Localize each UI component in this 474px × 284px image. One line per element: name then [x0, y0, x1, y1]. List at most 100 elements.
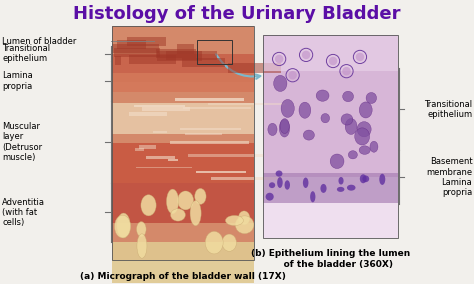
Bar: [188, 154, 264, 157]
Ellipse shape: [360, 174, 366, 183]
Ellipse shape: [337, 187, 345, 192]
Bar: [263, 35, 398, 238]
Ellipse shape: [166, 189, 179, 214]
Ellipse shape: [137, 234, 147, 258]
Bar: [263, 35, 398, 238]
Ellipse shape: [303, 178, 309, 188]
Ellipse shape: [321, 114, 329, 123]
Text: Muscular
layer
(Detrusor
muscle): Muscular layer (Detrusor muscle): [2, 122, 42, 162]
Text: Histology of the Urinary Bladder: Histology of the Urinary Bladder: [73, 5, 401, 23]
Ellipse shape: [279, 120, 290, 137]
Text: Basement
membrane
Lamina
propria: Basement membrane Lamina propria: [426, 157, 473, 197]
Ellipse shape: [235, 216, 254, 234]
Bar: [263, 173, 398, 203]
Ellipse shape: [275, 170, 283, 177]
Ellipse shape: [345, 118, 357, 134]
Bar: [112, 242, 254, 284]
Ellipse shape: [268, 123, 277, 135]
Bar: [117, 39, 146, 49]
Bar: [128, 37, 166, 46]
Bar: [263, 35, 398, 177]
Ellipse shape: [370, 141, 378, 152]
Ellipse shape: [320, 184, 327, 193]
Bar: [184, 133, 222, 135]
Bar: [263, 35, 398, 71]
Ellipse shape: [347, 185, 356, 191]
Bar: [112, 103, 254, 134]
Ellipse shape: [355, 128, 370, 145]
Bar: [139, 145, 155, 149]
Bar: [114, 48, 160, 57]
Ellipse shape: [277, 177, 283, 188]
Bar: [166, 51, 217, 60]
Ellipse shape: [303, 130, 314, 140]
Ellipse shape: [302, 51, 310, 59]
Ellipse shape: [284, 180, 290, 190]
Text: Transitional
epithelium: Transitional epithelium: [424, 100, 473, 119]
Bar: [168, 159, 178, 161]
Ellipse shape: [265, 193, 273, 201]
Ellipse shape: [359, 102, 372, 118]
Ellipse shape: [288, 71, 297, 80]
Ellipse shape: [141, 195, 156, 216]
Bar: [174, 98, 244, 101]
Ellipse shape: [280, 119, 289, 133]
Ellipse shape: [299, 102, 311, 118]
Bar: [153, 131, 167, 133]
Ellipse shape: [379, 174, 385, 185]
Ellipse shape: [357, 122, 371, 137]
Bar: [129, 55, 176, 64]
Bar: [112, 143, 254, 183]
Text: Lumen of bladder: Lumen of bladder: [2, 37, 76, 46]
Ellipse shape: [171, 209, 185, 221]
Bar: [112, 73, 254, 92]
Bar: [136, 167, 192, 168]
Ellipse shape: [275, 55, 283, 63]
Ellipse shape: [226, 216, 243, 225]
Ellipse shape: [316, 90, 329, 101]
Ellipse shape: [269, 182, 275, 188]
Bar: [182, 58, 226, 67]
Bar: [134, 105, 185, 107]
Ellipse shape: [338, 177, 344, 185]
Ellipse shape: [238, 211, 250, 225]
Bar: [211, 177, 283, 180]
Ellipse shape: [342, 67, 351, 76]
Ellipse shape: [356, 53, 364, 61]
Bar: [177, 45, 194, 54]
Bar: [115, 56, 121, 65]
Ellipse shape: [137, 222, 146, 237]
Bar: [182, 107, 251, 109]
Bar: [112, 26, 254, 260]
Ellipse shape: [190, 201, 201, 226]
Ellipse shape: [195, 188, 206, 204]
Bar: [208, 103, 285, 105]
Ellipse shape: [222, 234, 237, 251]
Ellipse shape: [178, 191, 193, 210]
Bar: [197, 40, 232, 64]
Text: (b) Epithelium lining the lumen
     of the bladder (360X): (b) Epithelium lining the lumen of the b…: [251, 249, 410, 269]
Text: Adventitia
(with fat
cells): Adventitia (with fat cells): [2, 197, 45, 227]
Bar: [228, 63, 281, 73]
Ellipse shape: [366, 93, 376, 104]
Ellipse shape: [115, 215, 131, 238]
Ellipse shape: [343, 91, 354, 102]
Bar: [112, 183, 254, 223]
Bar: [170, 141, 249, 144]
Text: (a) Micrograph of the bladder wall (17X): (a) Micrograph of the bladder wall (17X): [80, 272, 286, 281]
Ellipse shape: [117, 213, 130, 238]
Ellipse shape: [205, 231, 223, 254]
Bar: [157, 51, 201, 60]
Ellipse shape: [281, 99, 294, 117]
Ellipse shape: [348, 151, 357, 159]
Ellipse shape: [330, 154, 344, 168]
Ellipse shape: [362, 176, 369, 182]
Bar: [146, 156, 175, 158]
Text: Transitional
epithelium: Transitional epithelium: [2, 44, 50, 63]
Bar: [155, 49, 196, 58]
Bar: [129, 112, 167, 116]
Ellipse shape: [359, 146, 370, 154]
Bar: [112, 54, 254, 82]
Ellipse shape: [310, 191, 315, 202]
Bar: [135, 148, 144, 151]
